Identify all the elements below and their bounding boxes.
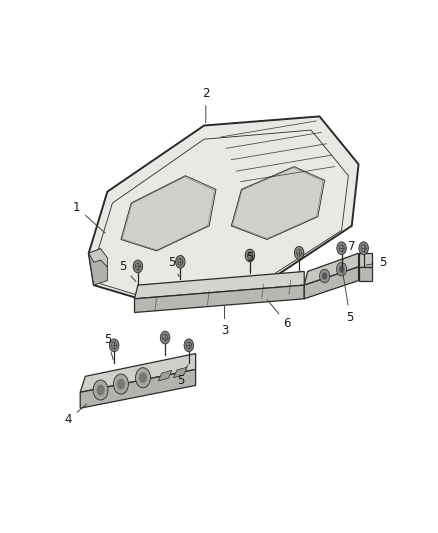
Text: 6: 6	[267, 300, 291, 330]
Circle shape	[359, 242, 368, 255]
Polygon shape	[88, 248, 107, 267]
Text: 1: 1	[73, 201, 105, 233]
Circle shape	[294, 246, 304, 259]
Text: 5: 5	[342, 268, 354, 324]
Circle shape	[110, 339, 119, 352]
Polygon shape	[80, 353, 196, 392]
Polygon shape	[88, 248, 107, 285]
Circle shape	[337, 242, 346, 255]
Polygon shape	[359, 253, 372, 267]
Polygon shape	[121, 176, 216, 251]
Polygon shape	[304, 253, 359, 285]
Circle shape	[113, 374, 128, 394]
Circle shape	[93, 380, 108, 400]
Text: 5: 5	[119, 261, 136, 282]
Text: 5: 5	[104, 333, 113, 360]
Text: 4: 4	[64, 404, 87, 426]
Circle shape	[339, 265, 344, 273]
Polygon shape	[134, 285, 304, 312]
Circle shape	[96, 384, 105, 395]
Text: 5: 5	[246, 251, 254, 270]
Circle shape	[135, 368, 151, 387]
Polygon shape	[80, 369, 196, 408]
Text: 5: 5	[168, 256, 179, 277]
Circle shape	[160, 331, 170, 344]
Circle shape	[184, 339, 194, 352]
Polygon shape	[304, 267, 359, 299]
Circle shape	[133, 260, 143, 273]
Circle shape	[139, 372, 147, 383]
Circle shape	[336, 262, 346, 276]
Text: 5: 5	[177, 365, 187, 387]
Text: 7: 7	[343, 240, 356, 260]
Circle shape	[117, 378, 125, 390]
Circle shape	[322, 272, 327, 280]
Circle shape	[245, 249, 254, 262]
Circle shape	[320, 269, 330, 283]
Text: 5: 5	[367, 256, 386, 269]
Text: 3: 3	[221, 306, 228, 337]
Polygon shape	[231, 166, 325, 239]
Polygon shape	[134, 271, 304, 299]
Polygon shape	[158, 370, 172, 381]
Polygon shape	[173, 367, 187, 378]
Text: 2: 2	[202, 87, 209, 123]
Polygon shape	[88, 116, 359, 299]
Circle shape	[176, 255, 185, 268]
Polygon shape	[359, 267, 372, 280]
